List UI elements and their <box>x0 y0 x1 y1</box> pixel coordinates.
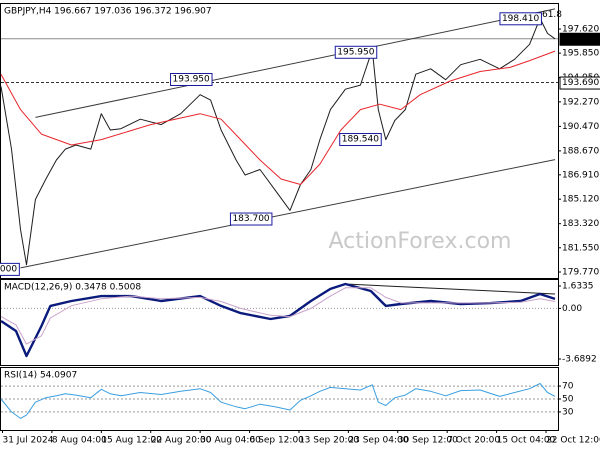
annotation-box <box>339 133 382 147</box>
panel-title: MACD(12,26,9) 0.3478 0.5008 <box>4 283 141 293</box>
series-line <box>0 383 556 419</box>
annotation-box <box>0 262 20 276</box>
x-tick-label: 15 Oct 04:00 <box>497 436 556 446</box>
annotation: 000 <box>0 264 17 274</box>
y-tick-label: 0.00 <box>562 304 582 314</box>
y-tick-label: 192.270 <box>562 97 599 107</box>
y-tick-label: 179.770 <box>562 268 599 278</box>
annotation: 189.540 <box>342 135 379 145</box>
panel-title: GBPJPY,H4 196.667 197.036 196.372 196.90… <box>4 7 212 17</box>
y-tick-label: 181.550 <box>562 243 599 253</box>
annotation: 195.950 <box>337 47 374 57</box>
x-tick-label: 22 Aug 20:00 <box>151 436 212 446</box>
y-tick-label: 70 <box>562 382 574 392</box>
y-tick-label: 50 <box>562 395 574 405</box>
y-tick-label: 188.670 <box>562 146 599 156</box>
annotation: 198.410 <box>502 14 539 24</box>
y-tick-label: 186.910 <box>562 170 599 180</box>
macd-panel <box>0 279 559 366</box>
x-tick-label: 30 Aug 04:00 <box>200 436 261 446</box>
x-tick-label: 30 Sep 12:00 <box>398 436 458 446</box>
trendline <box>35 8 556 118</box>
annotation-box <box>334 45 378 59</box>
price-panel <box>0 3 559 279</box>
y-tick-label: 30 <box>562 407 574 417</box>
annotation: 61.8 <box>542 10 562 20</box>
y-tick-label: 190.470 <box>562 122 599 132</box>
series-line <box>0 17 556 266</box>
x-tick-label: 7 Oct 20:00 <box>447 436 500 446</box>
x-tick-label: 15 Aug 12:00 <box>101 436 162 446</box>
annotation: 183.700 <box>232 214 269 224</box>
y-tick-label: 197.620 <box>562 25 599 35</box>
panel-title: RSI(14) 54.0907 <box>4 371 77 381</box>
x-tick-label: 23 Sep 04:00 <box>348 436 408 446</box>
annotation-box <box>499 12 542 26</box>
price-label-box <box>559 32 600 46</box>
watermark: ActionForex.com <box>329 229 512 254</box>
trendline <box>345 283 556 295</box>
y-tick-label: -3.6892 <box>562 354 597 364</box>
x-tick-label: 6 Sep 12:00 <box>250 436 305 446</box>
series-line <box>0 50 556 185</box>
x-tick-label: 31 Jul 2024 <box>2 436 53 446</box>
trendline <box>20 159 556 269</box>
y-tick-label: 195.850 <box>562 49 599 59</box>
price-label: 193.690 <box>562 78 599 88</box>
x-tick-label: 8 Aug 04:00 <box>52 436 107 446</box>
series-line <box>0 282 556 358</box>
x-tick-label: 22 Oct 12:00 <box>546 436 600 446</box>
x-tick-label: 13 Sep 20:00 <box>299 436 359 446</box>
y-tick-label: 183.320 <box>562 219 599 229</box>
y-tick-label: 1.6335 <box>562 281 594 291</box>
annotation-box <box>170 72 213 86</box>
series-line <box>0 287 556 345</box>
y-tick-label: 185.120 <box>562 195 599 205</box>
price-label: 196.907 <box>562 34 599 44</box>
annotation: 193.950 <box>173 74 210 84</box>
price-label-box <box>559 76 600 90</box>
annotation-box <box>229 212 273 226</box>
